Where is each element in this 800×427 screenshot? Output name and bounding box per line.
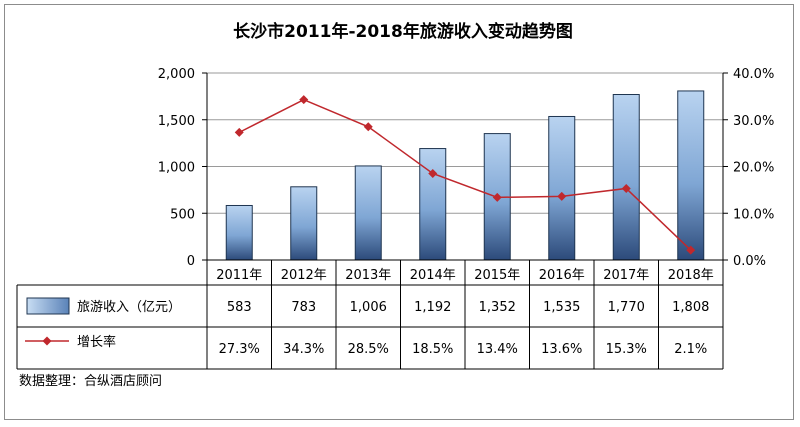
category-label: 2013年 xyxy=(345,268,391,283)
revenue-value: 1,535 xyxy=(543,300,580,315)
bar-2011年 xyxy=(225,204,253,261)
chart-frame: 长沙市2011年-2018年旅游收入变动趋势图 0 0.0% 500 10.0% 1,0… xyxy=(4,4,794,420)
revenue-value: 1,770 xyxy=(608,300,645,315)
revenue-value: 1,192 xyxy=(414,300,451,315)
bar-2018年 xyxy=(677,90,705,261)
y-left-tick-label: 2,000 xyxy=(158,67,195,82)
growth-rate-value: 13.4% xyxy=(477,342,518,357)
data-table: 2011年 583 27.3% 2012年 783 34.3% 2013年 1,006 28.5… xyxy=(16,259,724,370)
y-right-tick-label: 30.0% xyxy=(733,114,774,129)
growth-rate-point-2018年 xyxy=(686,245,696,255)
y-right-tick-label: 20.0% xyxy=(733,161,774,176)
category-label: 2011年 xyxy=(216,268,262,283)
growth-rate-value: 28.5% xyxy=(348,342,389,357)
y-right-tick-label: 0.0% xyxy=(733,254,766,269)
y-left-tick-label: 1,500 xyxy=(158,114,195,129)
y-left-tick-label: 500 xyxy=(170,207,195,222)
growth-rate-value: 18.5% xyxy=(412,342,453,357)
growth-rate-value: 2.1% xyxy=(674,342,707,357)
category-label: 2018年 xyxy=(668,268,714,283)
category-label: 2014年 xyxy=(410,268,456,283)
revenue-value: 1,352 xyxy=(479,300,516,315)
bar-2014年 xyxy=(419,148,447,261)
legend-line-label: 增长率 xyxy=(77,334,116,350)
legend-bar-label: 旅游收入（亿元） xyxy=(77,300,181,315)
bar-line-chart: 长沙市2011年-2018年旅游收入变动趋势图 0 0.0% 500 10.0% 1,0… xyxy=(16,21,775,389)
growth-rate-point-2012年 xyxy=(299,95,309,105)
bar-2016年 xyxy=(548,115,576,261)
category-label: 2015年 xyxy=(474,268,520,283)
chart-title: 长沙市2011年-2018年旅游收入变动趋势图 xyxy=(233,21,573,42)
growth-rate-value: 13.6% xyxy=(541,342,582,357)
bars xyxy=(225,90,705,261)
category-label: 2012年 xyxy=(281,268,327,283)
growth-rate-point-2017年 xyxy=(621,183,631,193)
legend-line-marker xyxy=(42,336,52,346)
growth-rate-value: 34.3% xyxy=(283,342,324,357)
revenue-value: 783 xyxy=(291,300,316,315)
growth-rate-point-2015年 xyxy=(492,192,502,202)
y-right-tick-label: 10.0% xyxy=(733,207,774,222)
growth-rate-value: 15.3% xyxy=(606,342,647,357)
growth-rate-point-2011年 xyxy=(234,127,244,137)
growth-rate-point-2013年 xyxy=(363,122,373,132)
growth-rate-value: 27.3% xyxy=(219,342,260,357)
y-left-tick-label: 1,000 xyxy=(158,161,195,176)
y-left-tick-label: 0 xyxy=(187,254,195,269)
growth-rate-point-2016年 xyxy=(557,191,567,201)
bar-2013年 xyxy=(354,165,382,261)
growth-rate-line xyxy=(238,98,692,251)
growth-rate-point-2014年 xyxy=(428,169,438,179)
category-label: 2016年 xyxy=(539,268,585,283)
y-right-tick-label: 40.0% xyxy=(733,67,774,82)
revenue-value: 1,808 xyxy=(672,300,709,315)
category-label: 2017年 xyxy=(603,268,649,283)
revenue-value: 1,006 xyxy=(350,300,387,315)
legend-bar-swatch xyxy=(26,297,70,315)
axes: 0 0.0% 500 10.0% 1,000 20.0% 1,500 30.0% 2,000 40… xyxy=(158,67,775,269)
source-note: 数据整理：合纵酒店顾问 xyxy=(19,374,162,389)
revenue-value: 583 xyxy=(227,300,252,315)
growth-line xyxy=(234,95,696,255)
gridlines xyxy=(207,72,723,214)
bar-2012年 xyxy=(290,186,318,261)
bar-2017年 xyxy=(612,94,640,261)
